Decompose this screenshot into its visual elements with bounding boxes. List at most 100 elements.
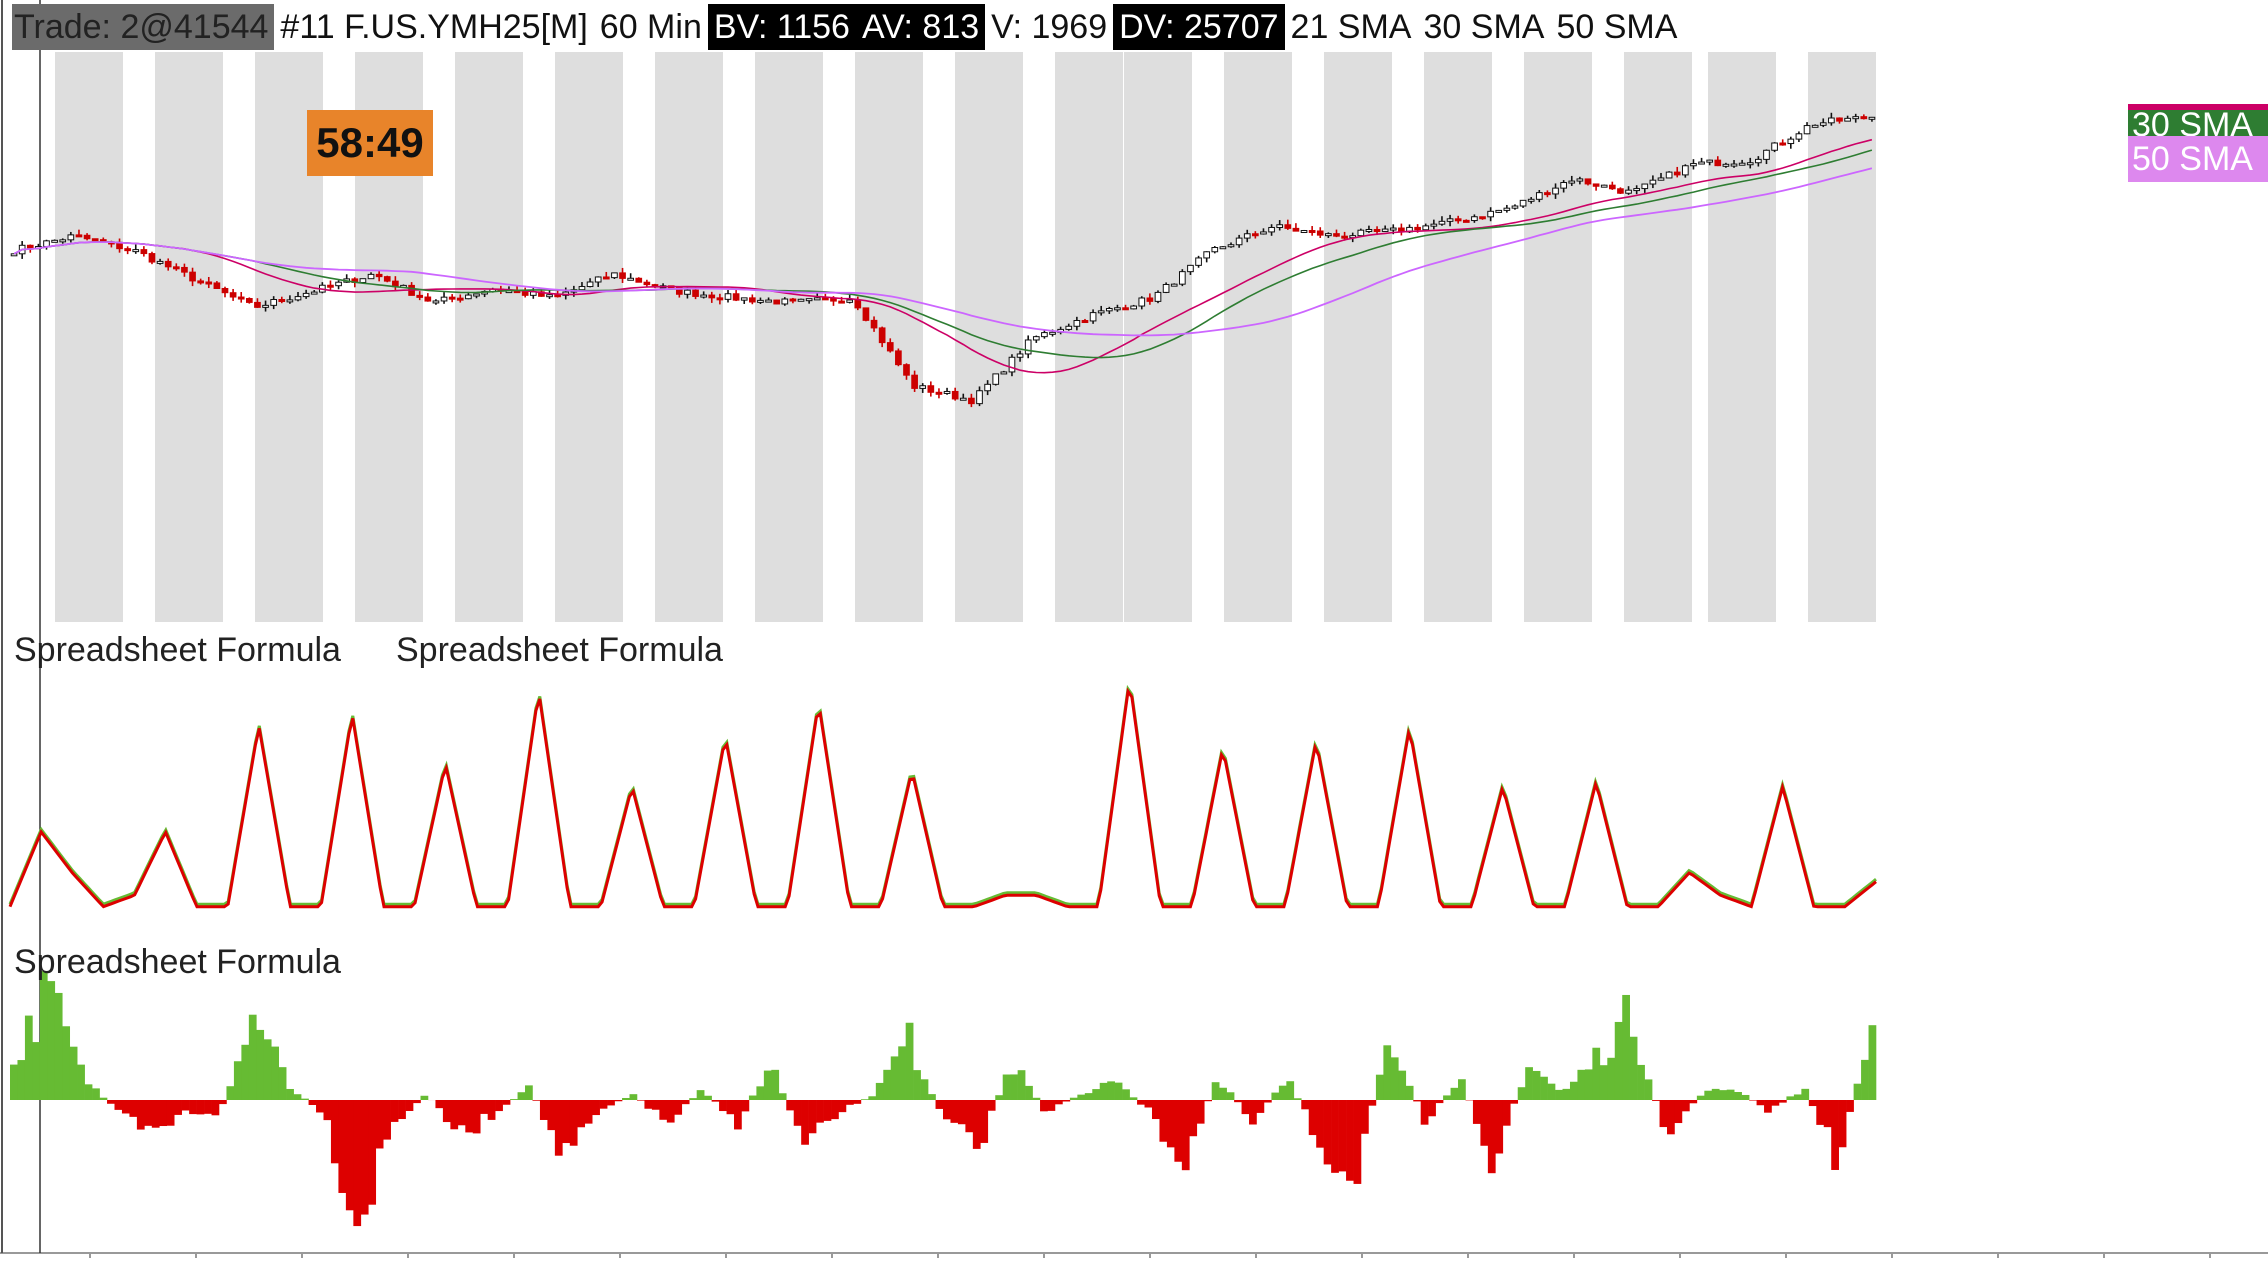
sma50-legend: 50 SMA (1550, 4, 1683, 50)
price-candle-body (1553, 188, 1559, 194)
price-candle-body (1796, 134, 1802, 139)
price-candle-body (985, 384, 991, 390)
price-candle-body (774, 300, 780, 304)
price-candle-body (644, 282, 650, 284)
price-candle-body (376, 274, 382, 276)
delta-bar-positive (510, 1099, 518, 1100)
price-candle-body (1253, 234, 1259, 236)
delta-bar-negative (189, 1100, 197, 1114)
price-candle-body (1504, 208, 1510, 210)
price-candle-body (1496, 210, 1502, 212)
delta-bar-positive (1854, 1084, 1862, 1100)
price-candle-body (198, 281, 204, 283)
delta-bar-positive (241, 1045, 249, 1100)
delta-bar-negative (1331, 1100, 1339, 1173)
delta-bar-positive (891, 1056, 899, 1100)
price-candle-body (766, 300, 772, 302)
session-shade-band (155, 52, 223, 622)
delta-bar-positive (928, 1094, 936, 1100)
price-candle-body (717, 298, 723, 300)
price-candle-body (1342, 236, 1348, 238)
delta-bar-negative (1309, 1100, 1317, 1135)
delta-bar-negative (570, 1100, 578, 1146)
delta-bar-negative (1480, 1100, 1488, 1146)
delta-bar-negative (667, 1100, 675, 1123)
delta-bar-positive (70, 1047, 78, 1100)
price-candle-body (960, 398, 966, 400)
price-candle-body (1123, 308, 1129, 310)
delta-bar-positive (779, 1093, 787, 1100)
delta-bar-positive (301, 1099, 309, 1100)
price-candle-body (1829, 118, 1835, 123)
price-candle-body (1837, 118, 1843, 121)
delta-bar-negative (532, 1100, 540, 1101)
price-candle-body (920, 386, 926, 389)
delta-bar-negative (1152, 1100, 1160, 1119)
delta-bar-positive (1451, 1088, 1459, 1100)
delta-bar-negative (1040, 1100, 1048, 1111)
price-candle-body (1447, 219, 1453, 222)
delta-bar-positive (1070, 1098, 1078, 1100)
price-candle-body (1139, 298, 1145, 306)
price-candle-body (141, 250, 147, 254)
delta-bar-positive (861, 1099, 869, 1100)
delta-bar-negative (1346, 1100, 1354, 1181)
price-candle-body (685, 290, 691, 294)
delta-bar-negative (212, 1100, 220, 1115)
session-shade-band (755, 52, 823, 622)
delta-bar-positive (1383, 1045, 1391, 1100)
delta-bar-negative (398, 1100, 406, 1119)
price-candle-body (1212, 248, 1218, 252)
delta-bar-positive (264, 1039, 272, 1100)
delta-bar-negative (943, 1100, 951, 1119)
delta-bar-negative (368, 1100, 376, 1205)
delta-bar-negative (1197, 1100, 1205, 1124)
delta-bar-negative (965, 1100, 973, 1132)
price-candle-body (328, 285, 334, 287)
delta-bar-positive (749, 1096, 757, 1100)
delta-bar-negative (958, 1100, 966, 1124)
delta-bar-negative (383, 1100, 391, 1140)
price-candle-body (1066, 326, 1072, 329)
delta-bar-negative (547, 1100, 555, 1130)
price-candle-body (417, 295, 423, 297)
price-candle-body (1261, 232, 1267, 234)
delta-bar-positive (1734, 1092, 1742, 1100)
delta-bar-negative (1249, 1100, 1257, 1125)
price-candle-body (1236, 238, 1242, 245)
delta-bar-positive (1555, 1090, 1563, 1100)
price-candle-body (1009, 357, 1015, 372)
session-shade-band (1055, 52, 1123, 622)
price-candle-body (384, 277, 390, 281)
delta-bar-positive (630, 1094, 638, 1100)
price-candle-body (1439, 221, 1445, 224)
delta-bar-positive (771, 1070, 779, 1100)
price-candle-body (1536, 193, 1542, 200)
delta-bar-positive (1107, 1081, 1115, 1100)
delta-bar-negative (1503, 1100, 1511, 1126)
delta-bar-negative (137, 1100, 145, 1130)
delta-bar-positive (1533, 1071, 1541, 1100)
price-candle-body (336, 282, 342, 285)
delta-bar-positive (1025, 1086, 1033, 1100)
delta-bar-positive (1115, 1083, 1123, 1100)
delta-bar-negative (727, 1100, 735, 1114)
delta-bar-positive (1227, 1092, 1235, 1100)
price-candle-body (1463, 220, 1469, 222)
price-candle-body (279, 300, 285, 302)
price-candle-body (214, 283, 220, 289)
price-candle-body (230, 293, 236, 297)
price-candle-body (758, 300, 764, 302)
sma50-price-tag: 50 SMA (2128, 136, 2268, 182)
price-candle-body (1512, 206, 1518, 208)
delta-bar-positive (1122, 1089, 1130, 1100)
delta-bar-positive (1563, 1089, 1571, 1100)
delta-bar-positive (1458, 1079, 1466, 1100)
price-candle-body (449, 297, 455, 299)
delta-bar-negative (741, 1100, 749, 1111)
delta-bar-positive (1577, 1070, 1585, 1100)
delta-bar-positive (622, 1098, 630, 1100)
delta-bar-positive (704, 1096, 712, 1100)
price-candle-body (896, 351, 902, 365)
